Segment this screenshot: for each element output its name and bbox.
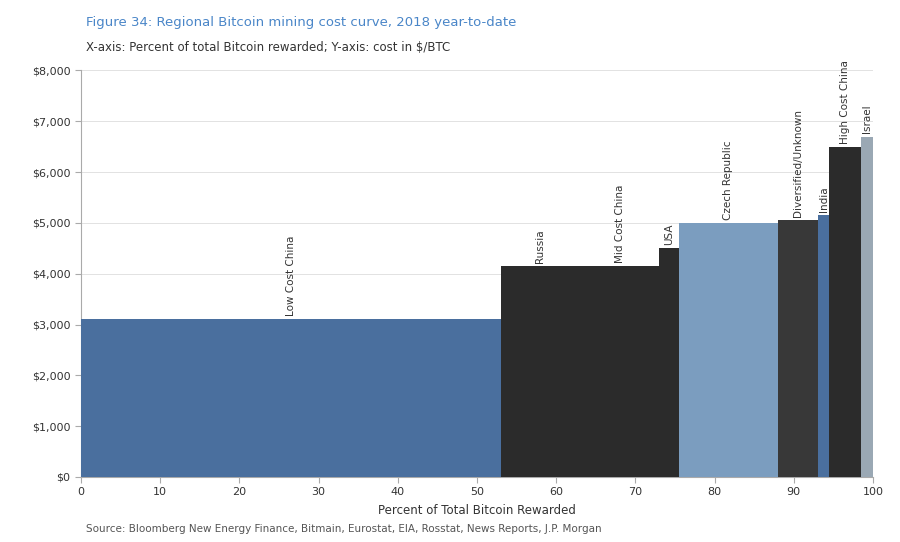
Bar bbox=[679, 223, 778, 477]
Text: USA: USA bbox=[664, 224, 674, 245]
Text: Russia: Russia bbox=[536, 229, 545, 263]
Text: Source: Bloomberg New Energy Finance, Bitmain, Eurostat, EIA, Rosstat, News Repo: Source: Bloomberg New Energy Finance, Bi… bbox=[86, 524, 601, 534]
Bar bbox=[861, 137, 873, 477]
Bar bbox=[817, 215, 830, 477]
Text: X-axis: Percent of total Bitcoin rewarded; Y-axis: cost in $/BTC: X-axis: Percent of total Bitcoin rewarde… bbox=[86, 41, 450, 54]
Bar bbox=[81, 319, 500, 477]
Text: Mid Cost China: Mid Cost China bbox=[615, 185, 625, 263]
Text: Israel: Israel bbox=[862, 105, 872, 133]
Bar bbox=[580, 266, 659, 477]
Text: India: India bbox=[818, 186, 829, 212]
Bar bbox=[659, 248, 679, 477]
Text: High Cost China: High Cost China bbox=[841, 60, 850, 144]
Bar bbox=[500, 266, 580, 477]
Text: Diversified/Unknown: Diversified/Unknown bbox=[793, 109, 803, 217]
Bar bbox=[778, 221, 817, 477]
X-axis label: Percent of Total Bitcoin Rewarded: Percent of Total Bitcoin Rewarded bbox=[378, 504, 576, 517]
Bar bbox=[830, 147, 861, 477]
Text: Figure 34: Regional Bitcoin mining cost curve, 2018 year-to-date: Figure 34: Regional Bitcoin mining cost … bbox=[86, 16, 516, 29]
Text: Low Cost China: Low Cost China bbox=[286, 236, 296, 317]
Text: Czech Republic: Czech Republic bbox=[724, 140, 733, 220]
